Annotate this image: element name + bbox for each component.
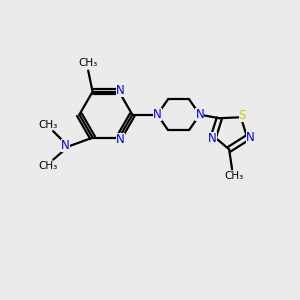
- Text: N: N: [153, 108, 162, 121]
- Text: CH₃: CH₃: [38, 161, 58, 171]
- Text: N: N: [195, 108, 204, 121]
- Text: N: N: [246, 131, 255, 144]
- Text: S: S: [238, 109, 246, 122]
- Text: N: N: [208, 132, 217, 145]
- Text: CH₃: CH₃: [38, 120, 58, 130]
- Text: N: N: [61, 139, 70, 152]
- Text: N: N: [116, 133, 125, 146]
- Text: N: N: [116, 84, 125, 97]
- Text: CH₃: CH₃: [79, 58, 98, 68]
- Text: CH₃: CH₃: [224, 171, 243, 181]
